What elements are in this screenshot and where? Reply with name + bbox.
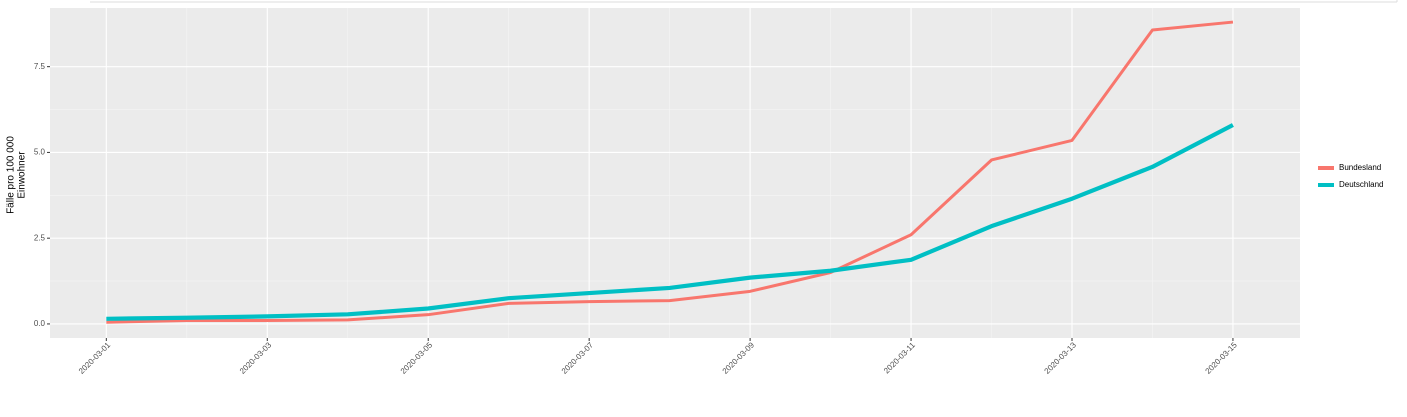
y-axis-label: Einwohner [17,151,28,199]
x-tick-label: 2020-03-13 [1043,340,1079,376]
x-tick-label: 2020-03-01 [77,340,113,376]
y-tick-label: 7.5 [34,62,46,71]
x-tick-label: 2020-03-15 [1204,340,1240,376]
x-tick-label: 2020-03-03 [238,340,274,376]
x-tick-label: 2020-03-11 [882,340,917,375]
x-tick-label: 2020-03-05 [399,340,435,376]
plot-panel [50,8,1300,338]
series-line [106,20,1234,324]
y-axis-label: Fälle pro 100 000 [6,136,17,214]
legend-label: Bundesland [1339,163,1381,172]
x-tick-label: 2020-03-09 [721,340,757,376]
x-tick-label: 2020-03-07 [560,340,596,376]
legend-label: Deutschland [1339,180,1383,189]
y-tick-label: 2.5 [34,233,46,242]
y-tick-label: 5.0 [34,148,46,157]
series-line [106,123,1234,321]
y-tick-label: 0.0 [34,319,46,328]
